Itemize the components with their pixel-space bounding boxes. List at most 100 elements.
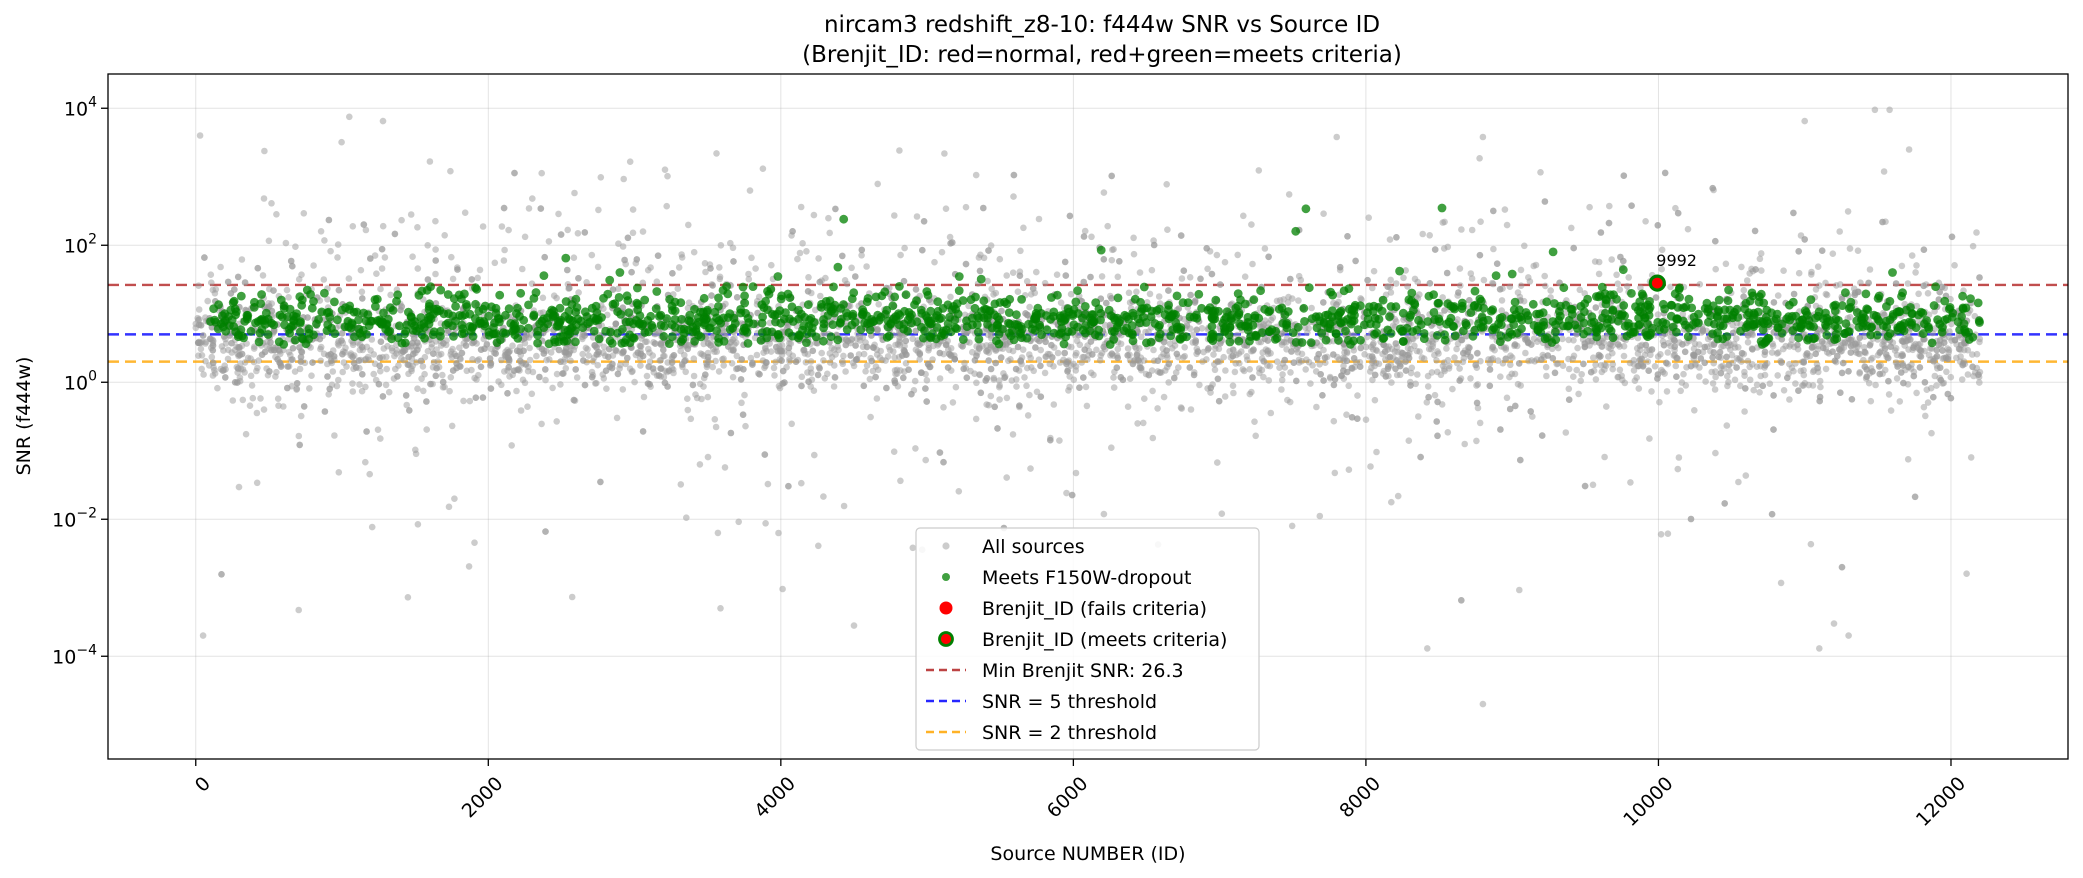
all-sources-point	[1931, 372, 1939, 380]
all-sources-point	[1356, 363, 1364, 371]
all-sources-point	[426, 158, 434, 165]
all-sources-point	[1614, 280, 1622, 288]
all-sources-point	[961, 359, 968, 367]
all-sources-point	[1287, 369, 1294, 376]
all-sources-point	[1020, 224, 1027, 232]
all-sources-point	[1029, 285, 1037, 292]
all-sources-point	[524, 403, 531, 411]
all-sources-point	[1904, 456, 1912, 463]
all-sources-point	[717, 605, 724, 612]
all-sources-point	[1124, 352, 1131, 359]
all-sources-point	[603, 385, 610, 393]
all-sources-point	[803, 248, 810, 255]
all-sources-point	[469, 356, 476, 363]
all-sources-point	[1530, 335, 1538, 343]
all-sources-point	[498, 223, 506, 230]
all-sources-point	[259, 272, 267, 279]
all-sources-point	[358, 343, 366, 351]
all-sources-point	[800, 346, 808, 354]
all-sources-point	[1032, 344, 1039, 351]
all-sources-point	[976, 371, 983, 378]
all-sources-point	[1024, 364, 1031, 372]
all-sources-point	[1958, 376, 1966, 383]
all-sources-point	[1035, 356, 1043, 364]
all-sources-point	[345, 275, 353, 282]
all-sources-point	[646, 358, 654, 365]
all-sources-point	[730, 258, 737, 265]
all-sources-point	[465, 563, 473, 570]
all-sources-point	[222, 374, 229, 381]
all-sources-point	[1838, 295, 1846, 303]
all-sources-point	[1016, 402, 1023, 410]
all-sources-point	[753, 351, 761, 359]
all-sources-point	[936, 375, 944, 382]
all-sources-point	[1072, 367, 1080, 374]
all-sources-point	[1396, 371, 1404, 379]
all-sources-point	[788, 420, 795, 428]
all-sources-point	[1453, 359, 1461, 367]
all-sources-point	[1900, 379, 1907, 387]
all-sources-point	[414, 521, 422, 528]
all-sources-point	[424, 242, 432, 249]
all-sources-point	[810, 387, 818, 395]
all-sources-point	[683, 514, 690, 521]
all-sources-point	[802, 359, 810, 366]
all-sources-point	[1936, 364, 1944, 372]
all-sources-point	[674, 285, 682, 293]
all-sources-point	[1394, 348, 1401, 356]
all-sources-point	[1812, 350, 1819, 358]
all-sources-point	[1945, 349, 1952, 356]
all-sources-point	[308, 372, 315, 380]
all-sources-point	[1023, 278, 1031, 285]
all-sources-point	[901, 244, 908, 252]
all-sources-point	[839, 358, 846, 365]
all-sources-point	[528, 280, 536, 288]
all-sources-point	[1702, 378, 1709, 385]
all-sources-point	[653, 278, 661, 286]
all-sources-point	[1196, 381, 1203, 389]
all-sources-point	[410, 350, 417, 358]
all-sources-point	[1738, 349, 1746, 357]
all-sources-point	[366, 470, 374, 478]
all-sources-point	[1633, 345, 1641, 352]
all-sources-point	[1626, 359, 1634, 367]
all-sources-point	[715, 368, 723, 375]
all-sources-point	[922, 385, 929, 392]
all-sources-point	[1717, 369, 1725, 377]
all-sources-point	[564, 266, 571, 274]
all-sources-point	[381, 254, 389, 261]
all-sources-point	[1658, 246, 1666, 254]
all-sources-point	[526, 356, 534, 364]
all-sources-point	[973, 379, 980, 387]
all-sources-point	[1388, 379, 1395, 386]
all-sources-point	[1768, 349, 1776, 356]
all-sources-point	[1320, 346, 1327, 354]
all-sources-point	[1402, 267, 1409, 274]
all-sources-point	[1405, 437, 1413, 445]
all-sources-point	[296, 441, 304, 449]
all-sources-point	[815, 255, 822, 262]
all-sources-point	[826, 350, 834, 357]
all-sources-point	[283, 286, 291, 294]
all-sources-point	[976, 345, 983, 352]
all-sources-point	[1322, 359, 1329, 367]
all-sources-point	[1893, 351, 1901, 359]
all-sources-point	[1175, 364, 1182, 371]
all-sources-point	[1477, 218, 1484, 225]
all-sources-point	[1424, 383, 1432, 390]
all-sources-point	[501, 246, 508, 254]
all-sources-point	[1098, 273, 1106, 280]
all-sources-point	[745, 275, 753, 283]
all-sources-point	[1234, 251, 1241, 259]
all-sources-point	[1728, 351, 1736, 359]
all-sources-point	[1803, 353, 1811, 361]
all-sources-point	[594, 361, 602, 369]
all-sources-point	[1762, 362, 1769, 369]
all-sources-point	[1910, 344, 1917, 351]
all-sources-point	[616, 365, 623, 372]
all-sources-point	[1220, 353, 1227, 361]
all-sources-point	[1635, 385, 1643, 392]
all-sources-point	[1786, 396, 1793, 403]
all-sources-point	[760, 349, 767, 357]
all-sources-point	[913, 213, 921, 220]
